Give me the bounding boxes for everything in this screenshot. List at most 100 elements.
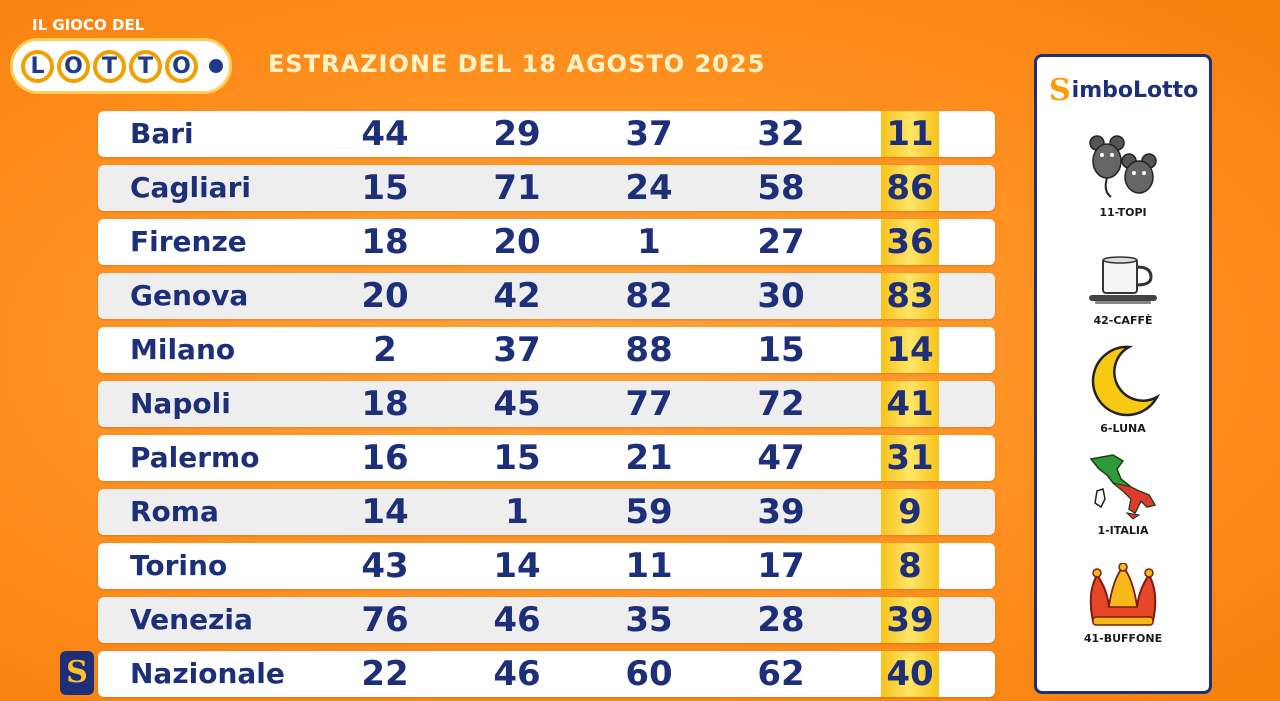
drawn-number-highlighted: 86	[886, 168, 934, 208]
jester-hat-icon	[1089, 563, 1157, 626]
drawn-number: 1	[505, 492, 529, 532]
drawn-number: 59	[625, 492, 673, 532]
table-row-firenze: Firenze 18 20 1 27 36	[98, 219, 995, 265]
drawn-number: 71	[493, 168, 541, 208]
drawn-number: 47	[757, 438, 805, 478]
drawn-number: 30	[757, 276, 805, 316]
logo-dot-icon	[209, 59, 223, 73]
logo-top-text: IL GIOCO DEL	[32, 16, 145, 34]
symbol-label: 11-TOPI	[1099, 206, 1147, 219]
drawn-number-highlighted: 9	[898, 492, 922, 532]
drawn-number: 20	[361, 276, 409, 316]
nazionale-badge-icon: S	[60, 651, 94, 695]
drawn-number: 88	[625, 330, 673, 370]
drawn-number: 45	[493, 384, 541, 424]
drawn-number: 15	[361, 168, 409, 208]
drawn-number: 11	[625, 546, 673, 586]
drawn-number: 27	[757, 222, 805, 262]
drawn-number: 29	[493, 114, 541, 154]
drawn-number: 58	[757, 168, 805, 208]
drawn-number: 16	[361, 438, 409, 478]
city-name: Genova	[130, 279, 249, 312]
table-row-torino: Torino 43 14 11 17 8	[98, 543, 995, 589]
logo-letter: O	[165, 49, 198, 83]
drawn-number: 21	[625, 438, 673, 478]
drawn-number: 46	[493, 600, 541, 640]
highlight-cell	[881, 597, 939, 643]
drawn-number-highlighted: 14	[886, 330, 934, 370]
city-name: Nazionale	[130, 657, 285, 690]
drawn-number: 72	[757, 384, 805, 424]
symbol-item: 1-ITALIA	[1037, 451, 1209, 537]
table-row-palermo: Palermo 16 15 21 47 31	[98, 435, 995, 481]
table-row-cagliari: Cagliari 15 71 24 58 86	[98, 165, 995, 211]
logo-letter: T	[93, 49, 126, 83]
highlight-cell	[881, 111, 939, 157]
simbolotto-panel: S imboLotto 11-TOPI 42-CAFFÈ	[1034, 54, 1212, 694]
drawn-number: 77	[625, 384, 673, 424]
drawn-number: 32	[757, 114, 805, 154]
drawn-number: 35	[625, 600, 673, 640]
logo-letter: O	[57, 49, 90, 83]
crescent-moon-icon	[1091, 345, 1161, 417]
city-name: Venezia	[130, 603, 253, 636]
drawn-number-highlighted: 31	[886, 438, 934, 478]
highlight-cell	[881, 651, 939, 697]
drawn-number: 76	[361, 600, 409, 640]
drawn-number: 28	[757, 600, 805, 640]
highlight-cell	[881, 381, 939, 427]
mice-icon	[1089, 135, 1157, 198]
city-name: Firenze	[130, 225, 247, 258]
drawn-number-highlighted: 11	[886, 114, 934, 154]
drawn-number: 46	[493, 654, 541, 694]
highlight-cell	[881, 435, 939, 481]
drawn-number: 15	[493, 438, 541, 478]
table-row-bari: Bari 44 29 37 32 11	[98, 111, 995, 157]
drawn-number: 18	[361, 384, 409, 424]
drawn-number-highlighted: 39	[886, 600, 934, 640]
drawn-number: 22	[361, 654, 409, 694]
drawn-number-highlighted: 36	[886, 222, 934, 262]
highlight-cell	[881, 543, 939, 589]
highlight-cell	[881, 327, 939, 373]
drawn-number: 14	[361, 492, 409, 532]
symbol-item: 42-CAFFÈ	[1037, 251, 1209, 327]
symbol-label: 42-CAFFÈ	[1093, 314, 1153, 327]
drawn-number: 15	[757, 330, 805, 370]
draw-date-title: ESTRAZIONE DEL 18 AGOSTO 2025	[268, 50, 766, 78]
highlight-cell	[881, 273, 939, 319]
symbol-label: 1-ITALIA	[1097, 524, 1149, 537]
logo-letter: T	[129, 49, 162, 83]
symbol-item: 6-LUNA	[1037, 343, 1209, 435]
logo-letter: L	[21, 49, 54, 83]
lotto-logo: IL GIOCO DEL L O T T O	[10, 12, 240, 102]
table-row-milano: Milano 2 37 88 15 14	[98, 327, 995, 373]
city-name: Milano	[130, 333, 236, 366]
drawn-number: 17	[757, 546, 805, 586]
drawn-number: 1	[637, 222, 661, 262]
drawn-number: 14	[493, 546, 541, 586]
drawn-number-highlighted: 41	[886, 384, 934, 424]
city-name: Torino	[130, 549, 228, 582]
symbol-label: 41-BUFFONE	[1083, 632, 1163, 645]
table-row-venezia: Venezia 76 46 35 28 39	[98, 597, 995, 643]
highlight-cell	[881, 219, 939, 265]
drawn-number: 42	[493, 276, 541, 316]
simbolotto-s-logo: S	[1049, 73, 1071, 108]
drawn-number: 44	[361, 114, 409, 154]
drawn-number: 60	[625, 654, 673, 694]
drawn-number: 43	[361, 546, 409, 586]
coffee-cup-icon	[1089, 256, 1157, 304]
drawn-number: 18	[361, 222, 409, 262]
drawn-number: 20	[493, 222, 541, 262]
table-row-napoli: Napoli 18 45 77 72 41	[98, 381, 995, 427]
city-name: Cagliari	[130, 171, 251, 204]
drawn-number-highlighted: 8	[898, 546, 922, 586]
symbol-item: 11-TOPI	[1037, 131, 1209, 219]
drawn-number: 37	[625, 114, 673, 154]
drawn-number-highlighted: 83	[886, 276, 934, 316]
simbolotto-title-text: imboLotto	[1071, 78, 1199, 103]
drawn-number: 62	[757, 654, 805, 694]
logo-wordmark: L O T T O	[10, 38, 232, 94]
highlight-cell	[881, 489, 939, 535]
